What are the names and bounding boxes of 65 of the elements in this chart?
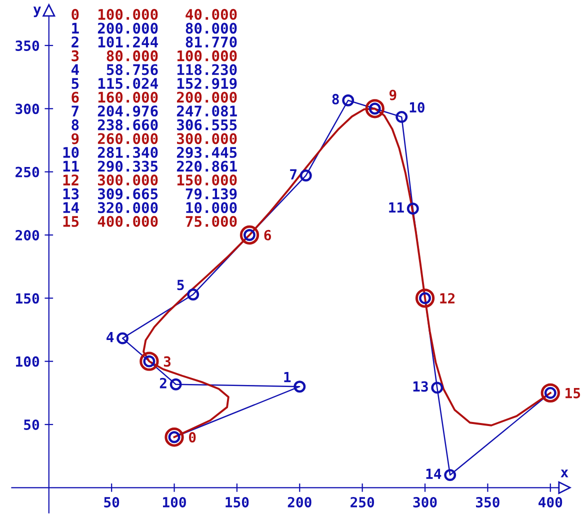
- y-axis-title: y: [33, 6, 41, 18]
- annotation: 12: [440, 293, 454, 304]
- y-tick-label: 300: [16, 104, 40, 114]
- annotation: 13: [413, 381, 428, 392]
- annotation: 4: [106, 332, 114, 342]
- annotation: 2: [160, 378, 166, 388]
- annotation: 1: [284, 372, 291, 382]
- point: [140, 352, 159, 371]
- y-tick-label: 200: [16, 230, 40, 240]
- x-tick-label: 400: [538, 496, 562, 508]
- y-tick-label: 50: [24, 419, 40, 430]
- point: [365, 99, 384, 118]
- y-tick-label: 250: [16, 166, 40, 178]
- annotation: 6 160.000 200.000: [72, 92, 237, 103]
- annotation: 15: [566, 388, 580, 398]
- point: [170, 378, 182, 390]
- point: [406, 202, 419, 215]
- y-tick-label: 350: [16, 40, 40, 51]
- point: [164, 428, 184, 447]
- x-tick-label: 50: [104, 496, 120, 508]
- point: [300, 170, 312, 182]
- x-axis-title: x: [560, 470, 568, 478]
- point: [396, 110, 408, 123]
- annotation: 3 80.000 100.000: [72, 50, 237, 62]
- point: [240, 225, 260, 245]
- annotation: 2 101.244 81.770: [72, 36, 237, 48]
- annotation: 10: [410, 102, 424, 113]
- annotation: 4 58.756 118.230: [72, 64, 237, 76]
- point: [342, 94, 354, 106]
- x-tick-label: 200: [288, 496, 312, 508]
- annotation: 8: [332, 94, 339, 104]
- y-tick-label: 150: [16, 293, 40, 304]
- annotation: 8 238.660 306.555: [72, 119, 237, 130]
- y-tick-label: 100: [16, 356, 40, 367]
- annotation: 7: [290, 169, 297, 180]
- point: [294, 380, 306, 393]
- annotation: 0: [188, 432, 196, 443]
- point: [444, 469, 456, 482]
- annotation: 5 115.024 152.919: [72, 78, 237, 89]
- annotation: 0 100.000 40.000: [72, 8, 237, 20]
- annotation: 12 300.000 150.000: [63, 174, 237, 186]
- annotation: 9 260.000 300.000: [72, 133, 237, 144]
- point: [116, 332, 129, 344]
- annotation: 11 290.335 220.861: [63, 160, 237, 172]
- point: [540, 383, 560, 403]
- x-tick-label: 300: [413, 496, 437, 508]
- point: [431, 382, 444, 394]
- point: [187, 288, 200, 300]
- annotation: 15 400.000 75.000: [63, 216, 237, 227]
- annotation: 10 281.340 293.445: [63, 146, 237, 158]
- annotation: 14: [426, 468, 442, 479]
- annotation: 1 200.000 80.000: [72, 22, 237, 34]
- annotation: 5: [177, 280, 184, 290]
- x-tick-label: 350: [476, 496, 500, 508]
- x-tick-label: 250: [350, 496, 374, 508]
- annotation: 7 204.976 247.081: [72, 106, 237, 117]
- annotation: 9: [390, 90, 396, 100]
- x-tick-label: 150: [226, 496, 249, 508]
- annotation: 3: [164, 356, 171, 367]
- annotation: 6: [264, 230, 271, 240]
- annotation: 11: [389, 202, 404, 212]
- x-tick-label: 100: [163, 496, 186, 508]
- point: [415, 288, 435, 308]
- annotation: 13 309.665 79.139: [63, 188, 237, 200]
- annotation: 14 320.000 10.000: [63, 202, 237, 214]
